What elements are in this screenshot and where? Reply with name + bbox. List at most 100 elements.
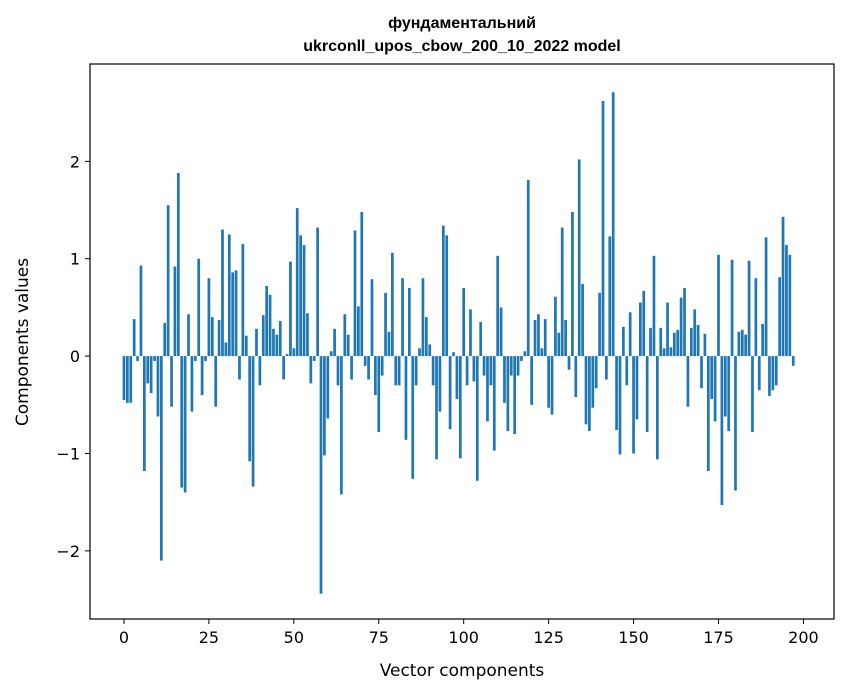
bar-132: [571, 212, 574, 357]
y-tick-label: 2: [70, 152, 80, 171]
bar-110: [496, 255, 500, 357]
bar-126: [550, 356, 554, 415]
bar-150: [632, 356, 635, 454]
bar-116: [516, 356, 520, 376]
bar-69: [357, 306, 360, 357]
bar-164: [679, 297, 683, 357]
bar-20: [190, 356, 194, 412]
bar-145: [615, 356, 618, 431]
x-tick-label: 50: [284, 628, 304, 647]
bar-88: [421, 278, 425, 357]
bar-89: [424, 317, 428, 357]
bar-104: [475, 356, 479, 481]
bar-146: [618, 356, 622, 455]
bar-176: [720, 356, 724, 506]
bar-83: [404, 356, 408, 440]
x-tick-label: 75: [369, 628, 389, 647]
bar-66: [346, 334, 350, 357]
bar-26: [210, 317, 214, 357]
bar-137: [588, 356, 591, 432]
y-tick-label: −1: [56, 444, 80, 463]
y-tick-label: 1: [70, 250, 80, 269]
bar-112: [503, 356, 506, 403]
bar-163: [676, 329, 680, 357]
bar-102: [469, 309, 472, 357]
bar-43: [268, 294, 272, 357]
bar-142: [605, 356, 608, 380]
chart-title-line-2: ukrconll_upos_cbow_200_10_2022 model: [303, 38, 620, 55]
bar-143: [608, 236, 612, 357]
bar-44: [272, 328, 275, 357]
bar-25: [207, 278, 211, 357]
bar-72: [367, 356, 370, 380]
bar-90: [428, 344, 432, 357]
bar-65: [343, 314, 347, 357]
bar-55: [309, 356, 313, 384]
bar-54: [306, 313, 309, 357]
bar-37: [248, 356, 252, 462]
y-tick-label: −2: [56, 542, 80, 561]
bar-123: [540, 348, 544, 357]
bar-81: [397, 356, 401, 386]
bar-192: [774, 356, 778, 386]
bar-188: [761, 323, 765, 357]
bar-174: [713, 356, 717, 422]
bar-50: [292, 348, 296, 357]
bar-187: [757, 356, 761, 391]
bar-94: [441, 225, 445, 357]
bar-7: [146, 356, 150, 384]
chart-title-line-1: фундаментальний: [388, 15, 536, 32]
bar-75: [377, 356, 381, 433]
bar-173: [710, 356, 714, 399]
bar-74: [374, 356, 377, 396]
bar-189: [764, 237, 768, 357]
bar-133: [574, 356, 578, 397]
bar-76: [380, 356, 384, 376]
bar-36: [244, 335, 248, 357]
bar-167: [689, 327, 693, 357]
bar-58: [319, 356, 323, 594]
bar-21: [193, 356, 197, 361]
x-tick-label: 25: [199, 628, 219, 647]
bar-168: [693, 309, 697, 357]
bar-138: [591, 356, 595, 408]
bar-195: [785, 245, 788, 357]
bar-47: [282, 356, 285, 380]
bar-125: [547, 356, 550, 408]
bar-96: [448, 356, 452, 430]
bar-127: [554, 296, 557, 357]
bar-8: [149, 356, 153, 394]
x-axis-label: Vector components: [380, 661, 545, 681]
bar-32: [231, 272, 235, 357]
bar-136: [584, 356, 588, 425]
bar-107: [486, 356, 489, 422]
bar-11: [159, 356, 163, 561]
x-tick-label: 0: [119, 628, 129, 647]
bar-139: [594, 356, 598, 389]
bar-128: [557, 332, 561, 357]
bar-160: [666, 302, 669, 357]
bar-48: [285, 354, 289, 357]
bar-18: [183, 356, 187, 493]
bar-78: [387, 331, 391, 357]
bar-103: [472, 356, 476, 382]
bar-0: [122, 356, 126, 400]
bar-175: [717, 254, 720, 357]
bar-45: [275, 334, 279, 357]
bar-97: [452, 352, 455, 357]
bar-134: [577, 159, 581, 357]
bar-6: [143, 356, 146, 471]
bar-14: [170, 356, 173, 407]
bar-51: [295, 208, 299, 357]
bar-23: [200, 356, 204, 396]
bar-100: [462, 287, 466, 357]
bar-38: [251, 356, 255, 487]
bar-24: [204, 356, 207, 361]
bar-13: [166, 205, 170, 357]
bar-180: [734, 356, 737, 491]
bar-186: [754, 278, 758, 357]
bar-196: [788, 254, 792, 357]
bar-171: [703, 333, 707, 357]
bar-93: [438, 356, 442, 412]
bar-156: [652, 255, 656, 357]
